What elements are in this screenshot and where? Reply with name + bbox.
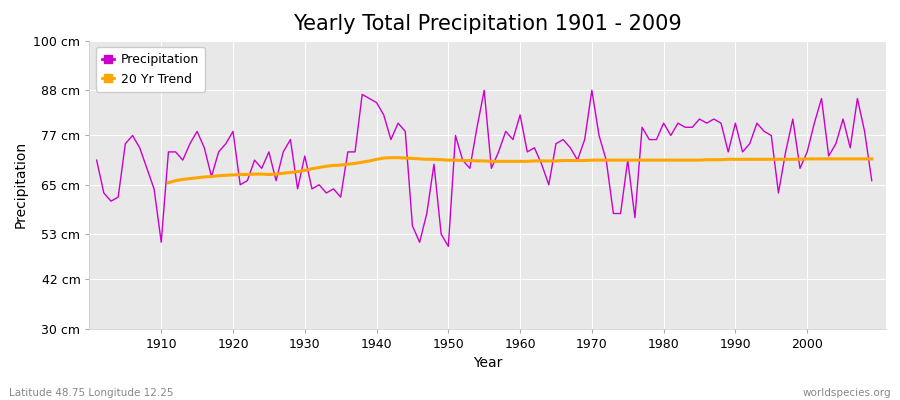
Legend: Precipitation, 20 Yr Trend: Precipitation, 20 Yr Trend [95, 47, 205, 92]
Text: Latitude 48.75 Longitude 12.25: Latitude 48.75 Longitude 12.25 [9, 388, 174, 398]
Y-axis label: Precipitation: Precipitation [14, 141, 28, 228]
X-axis label: Year: Year [473, 356, 502, 370]
Text: worldspecies.org: worldspecies.org [803, 388, 891, 398]
Title: Yearly Total Precipitation 1901 - 2009: Yearly Total Precipitation 1901 - 2009 [293, 14, 682, 34]
